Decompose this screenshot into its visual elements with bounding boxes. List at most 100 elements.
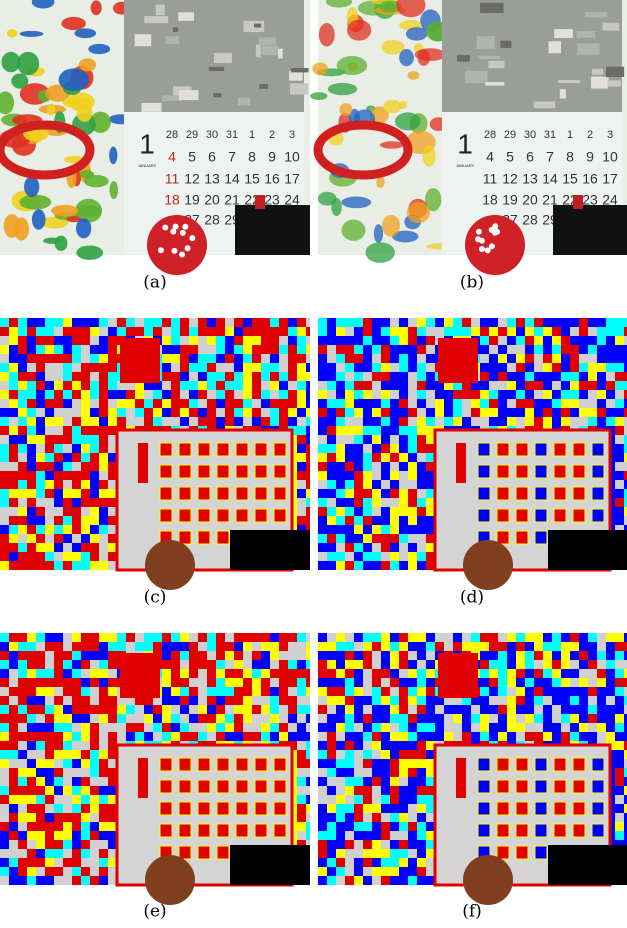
segment	[444, 714, 453, 723]
segment	[381, 876, 390, 885]
segment	[180, 642, 189, 651]
segment	[297, 462, 306, 471]
segment	[252, 399, 261, 408]
segment	[363, 390, 372, 399]
segment	[126, 705, 135, 714]
segment	[336, 858, 345, 867]
photo-detail	[135, 34, 152, 46]
wallpaper-shape	[91, 0, 102, 15]
segment	[252, 732, 261, 741]
segment	[261, 399, 270, 408]
segment	[606, 381, 615, 390]
segment	[18, 336, 27, 345]
segment	[615, 372, 624, 381]
segment	[390, 750, 399, 759]
segment	[243, 327, 252, 336]
segment	[54, 534, 63, 543]
segment	[99, 741, 108, 750]
segment	[417, 768, 426, 777]
segment	[216, 408, 225, 417]
digit-region	[497, 443, 509, 456]
segment	[516, 381, 525, 390]
segment	[18, 561, 27, 570]
segment	[318, 840, 327, 849]
segment	[516, 345, 525, 354]
ball-dot	[189, 235, 195, 241]
segment	[435, 417, 444, 426]
segment	[144, 714, 153, 723]
segment	[489, 417, 498, 426]
wallpaper-shape	[383, 100, 402, 113]
segment	[336, 831, 345, 840]
segment	[372, 876, 381, 885]
segment	[561, 723, 570, 732]
segment	[207, 381, 216, 390]
segment	[354, 750, 363, 759]
calendar-day: 15	[244, 171, 260, 187]
segment	[81, 507, 90, 516]
segment	[363, 408, 372, 417]
digit-region	[274, 443, 286, 456]
segment	[372, 453, 381, 462]
segment	[90, 660, 99, 669]
segment	[306, 363, 310, 372]
segment	[390, 804, 399, 813]
wallpaper-shape	[17, 52, 39, 76]
segment	[180, 705, 189, 714]
segment	[234, 651, 243, 660]
segment	[327, 831, 336, 840]
segment	[381, 741, 390, 750]
calendar-day: 11	[483, 171, 498, 187]
segment	[171, 687, 180, 696]
segment	[297, 345, 306, 354]
segment	[417, 336, 426, 345]
digit-region	[198, 802, 210, 815]
segment	[570, 651, 579, 660]
segment	[36, 840, 45, 849]
segment	[399, 516, 408, 525]
segment	[198, 417, 207, 426]
segment	[81, 813, 90, 822]
segment	[534, 687, 543, 696]
segment	[261, 363, 270, 372]
segment	[327, 786, 336, 795]
segment	[9, 741, 18, 750]
segment	[99, 390, 108, 399]
wallpaper-shape	[380, 141, 404, 148]
segment	[45, 462, 54, 471]
segment	[336, 498, 345, 507]
segment	[417, 390, 426, 399]
calendar-day: 28	[204, 212, 220, 228]
segment	[18, 768, 27, 777]
segment	[372, 489, 381, 498]
segment	[390, 660, 399, 669]
segment	[408, 741, 417, 750]
segment	[63, 867, 72, 876]
segment	[90, 687, 99, 696]
ball-dot	[489, 243, 495, 249]
segment	[543, 336, 552, 345]
segment	[27, 705, 36, 714]
segment	[45, 687, 54, 696]
segment	[516, 363, 525, 372]
segment	[579, 705, 588, 714]
segment	[63, 633, 72, 642]
segment	[72, 678, 81, 687]
segment	[525, 354, 534, 363]
toy-chimney	[573, 195, 583, 209]
segment	[27, 687, 36, 696]
digit-region	[236, 802, 248, 815]
segment	[336, 696, 345, 705]
segment	[327, 660, 336, 669]
segment	[606, 408, 615, 417]
segment	[135, 318, 144, 327]
segment	[354, 543, 363, 552]
segment	[318, 660, 327, 669]
segment	[336, 336, 345, 345]
segment	[426, 642, 435, 651]
segment	[27, 759, 36, 768]
segment	[54, 426, 63, 435]
segment	[354, 849, 363, 858]
segment	[36, 750, 45, 759]
segment	[336, 804, 345, 813]
